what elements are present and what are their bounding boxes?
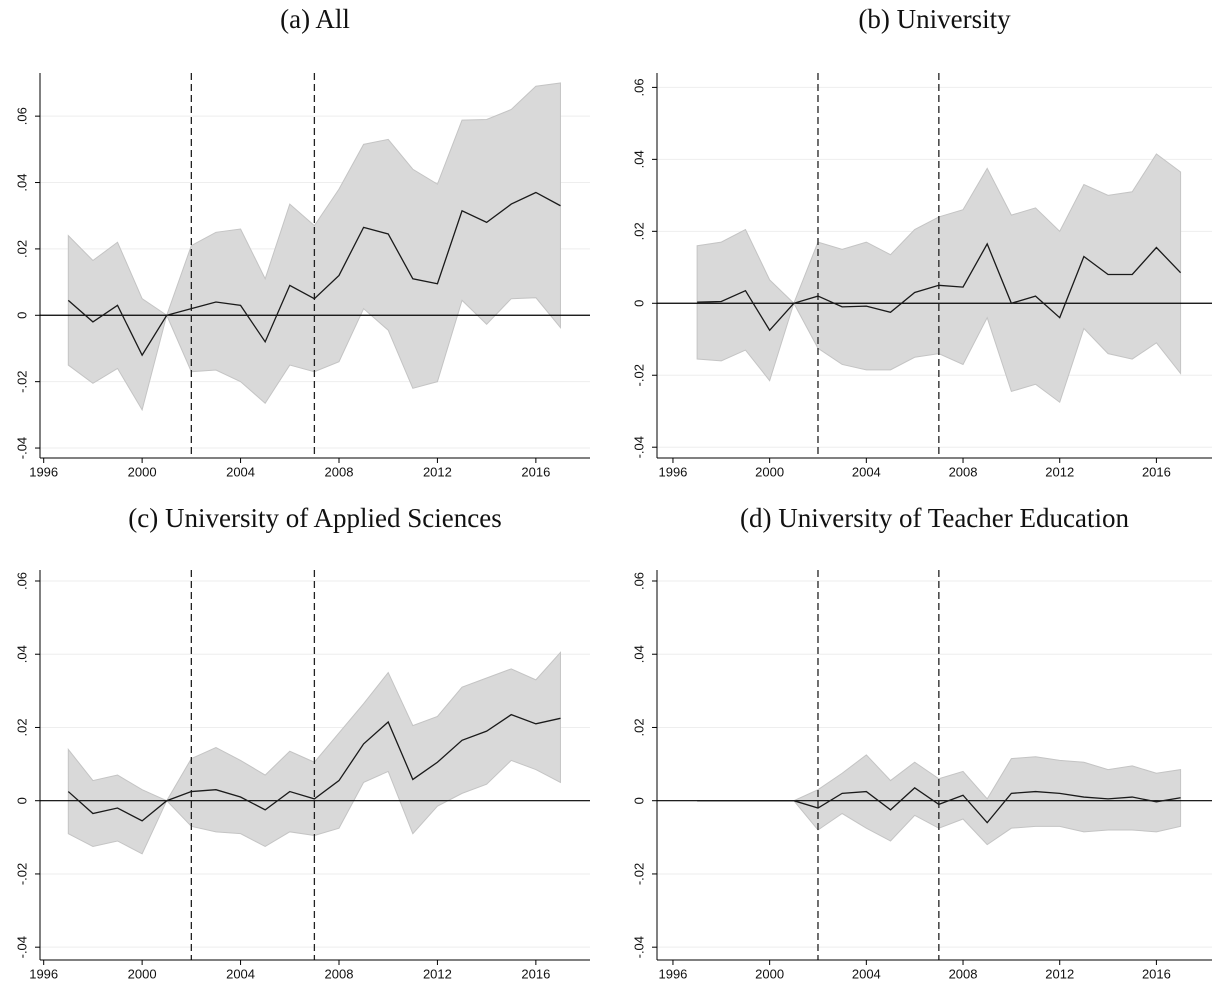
y-tick-label: -.02 xyxy=(631,863,646,885)
y-tick-label: .02 xyxy=(631,222,646,240)
x-tick-label: 2000 xyxy=(755,464,784,479)
y-tick-label: .04 xyxy=(14,173,29,191)
x-tick-label: 2016 xyxy=(1142,966,1171,981)
panel-title: (d) University of Teacher Education xyxy=(740,503,1129,533)
estimate-line xyxy=(67,191,561,357)
estimate-line xyxy=(67,713,561,822)
x-tick-label: 2012 xyxy=(423,966,452,981)
y-tick-label: 0 xyxy=(14,797,29,804)
x-tick-label: 2016 xyxy=(521,966,550,981)
x-tick-label: 2000 xyxy=(128,464,157,479)
x-tick-label: 2012 xyxy=(1045,966,1074,981)
y-tick-label: .06 xyxy=(631,572,646,590)
y-tick-label: -.04 xyxy=(631,936,646,958)
y-tick-label: 0 xyxy=(14,312,29,319)
x-tick-label: 2008 xyxy=(949,464,978,479)
x-tick-label: 2008 xyxy=(325,464,354,479)
x-tick-label: 2004 xyxy=(226,464,255,479)
y-tick-label: -.02 xyxy=(14,370,29,392)
x-tick-label: 2008 xyxy=(949,966,978,981)
y-tick-label: .02 xyxy=(631,718,646,736)
y-tick-label: .06 xyxy=(14,107,29,125)
y-tick-label: .02 xyxy=(14,718,29,736)
x-tick-label: 2004 xyxy=(852,966,881,981)
panel-title: (c) University of Applied Sciences xyxy=(128,503,501,533)
y-tick-label: .06 xyxy=(631,78,646,96)
x-tick-label: 2008 xyxy=(325,966,354,981)
x-tick-label: 1996 xyxy=(29,966,58,981)
y-tick-label: .06 xyxy=(14,572,29,590)
x-tick-label: 2000 xyxy=(128,966,157,981)
estimate-line xyxy=(697,787,1181,824)
x-tick-label: 1996 xyxy=(658,464,687,479)
y-tick-label: -.02 xyxy=(14,863,29,885)
x-tick-label: 2012 xyxy=(423,464,452,479)
panel-title: (a) All xyxy=(280,4,350,34)
y-tick-label: -.02 xyxy=(631,364,646,386)
x-tick-label: 2004 xyxy=(226,966,255,981)
estimate-line xyxy=(697,242,1182,332)
y-tick-label: .04 xyxy=(631,645,646,663)
x-tick-label: 2016 xyxy=(1142,464,1171,479)
x-tick-label: 2004 xyxy=(852,464,881,479)
y-tick-label: 0 xyxy=(631,300,646,307)
y-tick-label: .04 xyxy=(14,645,29,663)
y-tick-label: -.04 xyxy=(14,936,29,958)
y-tick-label: 0 xyxy=(631,797,646,804)
x-tick-label: 2012 xyxy=(1045,464,1074,479)
x-tick-label: 1996 xyxy=(29,464,58,479)
panel-title: (b) University xyxy=(858,4,1011,34)
y-tick-label: -.04 xyxy=(631,436,646,458)
x-tick-label: 1996 xyxy=(658,966,687,981)
y-tick-label: .02 xyxy=(14,240,29,258)
x-tick-label: 2016 xyxy=(521,464,550,479)
x-tick-label: 2000 xyxy=(755,966,784,981)
y-tick-label: -.04 xyxy=(14,437,29,459)
y-tick-label: .04 xyxy=(631,150,646,168)
